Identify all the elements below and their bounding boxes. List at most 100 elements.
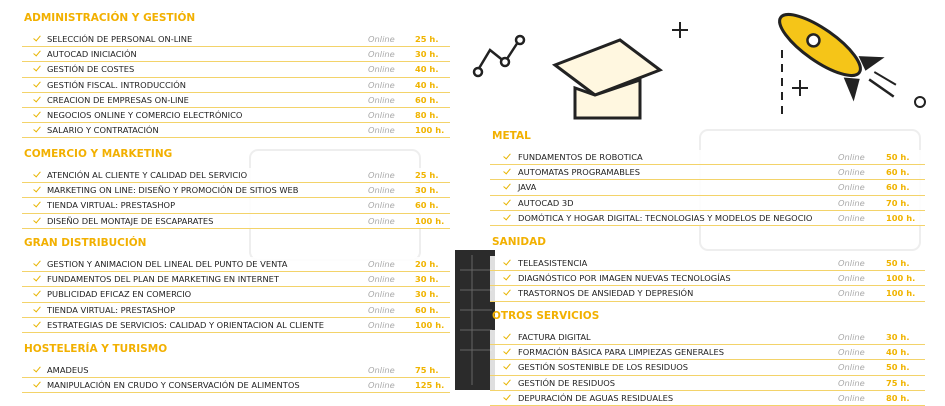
course-row: AUTOCAD INICIACIÓN Online 30 h. [22,47,450,63]
course-name: ATENCIÓN AL CLIENTE Y CALIDAD DEL SERVIC… [47,170,248,180]
course-name: DEPURACIÓN DE AGUAS RESIDUALES [518,392,674,403]
course-name: GESTIÓN FISCAL. INTRODUCCIÓN [47,79,186,90]
section: HOSTELERÍA Y TURISMO AMADEUS Online 75 h. MA… [22,339,450,394]
course-mode: Online [368,185,395,196]
check-icon [33,184,41,193]
course-row: DIAGNÓSTICO POR IMAGEN NUEVAS TECNOLOGÍA… [490,271,925,287]
course-hours: 60 h. [886,182,910,193]
course-row: TELEASISTENCIA Online 50 h. [490,256,925,272]
section: GRAN DISTRIBUCIÓN GESTION Y ANIMACION DEL… [22,233,450,333]
course-mode: Online [838,273,865,284]
check-icon [33,124,41,133]
course-hours: 75 h. [886,377,910,388]
check-icon [503,361,511,370]
course-name: GESTIÓN SOSTENIBLE DE LOS RESIDUOS [518,362,689,373]
course-hours: 100 h. [415,215,445,226]
course-row: JAVA Online 60 h. [490,180,925,196]
check-icon [503,181,511,190]
course-name: AUTOCAD INICIACIÓN [47,49,137,60]
course-mode: Online [838,377,865,388]
check-icon [503,166,511,175]
check-icon [503,257,511,266]
course-mode: Online [368,289,395,300]
course-hours: 25 h. [415,34,439,44]
check-icon [503,151,511,160]
course-name: TELEASISTENCIA [518,258,588,268]
course-mode: Online [838,362,865,373]
course-name: FACTURA DIGITAL [518,332,591,342]
course-hours: 30 h. [415,274,439,285]
check-icon [33,215,41,224]
course-hours: 40 h. [415,64,439,75]
course-name: FUNDAMENTOS DE ROBOTICA [518,152,643,162]
check-icon [33,109,41,118]
course-name: AUTOCAD 3D [518,197,574,208]
course-hours: 40 h. [415,79,439,90]
check-icon [33,169,41,178]
course-mode: Online [838,182,865,193]
course-name: DOMÓTICA Y HOGAR DIGITAL: TECNOLOGIAS Y … [518,212,813,223]
course-mode: Online [368,259,395,269]
course-hours: 30 h. [415,289,439,300]
course-mode: Online [368,319,395,330]
course-name: TIENDA VIRTUAL: PRESTASHOP [47,304,176,315]
course-name: FUNDAMENTOS DEL PLAN DE MARKETING EN INT… [47,274,279,285]
check-icon [33,63,41,72]
course-hours: 60 h. [415,200,439,211]
course-hours: 60 h. [415,304,439,315]
section-title: HOSTELERÍA Y TURISMO [24,343,168,355]
course-name: FORMACIÓN BÁSICA PARA LIMPIEZAS GENERALE… [518,347,724,358]
course-row: MANIPULACIÓN EN CRUDO Y CONSERVACIÓN DE … [22,378,450,394]
course-mode: Online [368,49,395,60]
course-mode: Online [368,34,395,44]
course-mode: Online [838,288,865,299]
course-name: CREACION DE EMPRESAS ON-LINE [47,94,189,105]
course-mode: Online [368,380,395,391]
course-row: GESTIÓN DE RESIDUOS Online 75 h. [490,375,925,391]
course-row: FUNDAMENTOS DE ROBOTICA Online 50 h. [490,150,925,166]
course-hours: 60 h. [415,94,439,105]
course-row: PUBLICIDAD EFICAZ EN COMERCIO Online 30 h. [22,287,450,303]
course-mode: Online [368,79,395,90]
course-hours: 100 h. [415,319,445,330]
course-row: AMADEUS Online 75 h. [22,363,450,379]
course-mode: Online [368,274,395,285]
course-hours: 30 h. [415,49,439,60]
course-mode: Online [838,392,865,403]
course-hours: 100 h. [415,125,445,136]
check-icon [33,33,41,42]
graph-line [472,34,526,78]
course-row: FORMACIÓN BÁSICA PARA LIMPIEZAS GENERALE… [490,345,925,361]
check-icon [503,377,511,386]
course-row: DOMÓTICA Y HOGAR DIGITAL: TECNOLOGIAS Y … [490,210,925,226]
section-title: METAL [492,130,531,142]
course-mode: Online [368,200,395,211]
section: ADMINISTRACIÓN Y GESTIÓN SELECCIÓN DE PER… [22,8,450,139]
course-name: DISEÑO DEL MONTAJE DE ESCAPARATES [47,215,214,226]
check-icon [503,392,511,401]
course-hours: 50 h. [886,362,910,373]
course-row: TRASTORNOS DE ANSIEDAD Y DEPRESIÓN Online… [490,286,925,302]
laptop [455,250,495,390]
course-name: TRASTORNOS DE ANSIEDAD Y DEPRESIÓN [518,288,694,299]
course-name: ESTRATEGIAS DE SERVICIOS: CALIDAD Y ORIE… [47,319,324,330]
section-title: SANIDAD [492,236,546,248]
sparkles [672,22,926,115]
course-mode: Online [838,197,865,208]
check-icon [33,94,41,103]
check-icon [33,273,41,282]
rocket [778,13,897,102]
section-title: COMERCIO Y MARKETING [24,148,173,160]
course-name: AUTOMATAS PROGRAMABLES [518,167,641,178]
course-row: GESTIÓN FISCAL. INTRODUCCIÓN Online 40 h. [22,77,450,93]
course-row: ATENCIÓN AL CLIENTE Y CALIDAD DEL SERVIC… [22,168,450,184]
course-row: TIENDA VIRTUAL: PRESTASHOP Online 60 h. [22,302,450,318]
check-icon [33,48,41,57]
course-row: AUTOCAD 3D Online 70 h. [490,195,925,211]
section: METAL FUNDAMENTOS DE ROBOTICA Online 50 h. A… [490,126,925,226]
course-hours: 100 h. [886,273,916,284]
section: SANIDAD TELEASISTENCIA Online 50 h. DIAGNÓST… [490,232,925,302]
section-title: ADMINISTRACIÓN Y GESTIÓN [24,12,196,24]
course-hours: 30 h. [886,332,910,342]
course-mode: Online [838,167,865,178]
